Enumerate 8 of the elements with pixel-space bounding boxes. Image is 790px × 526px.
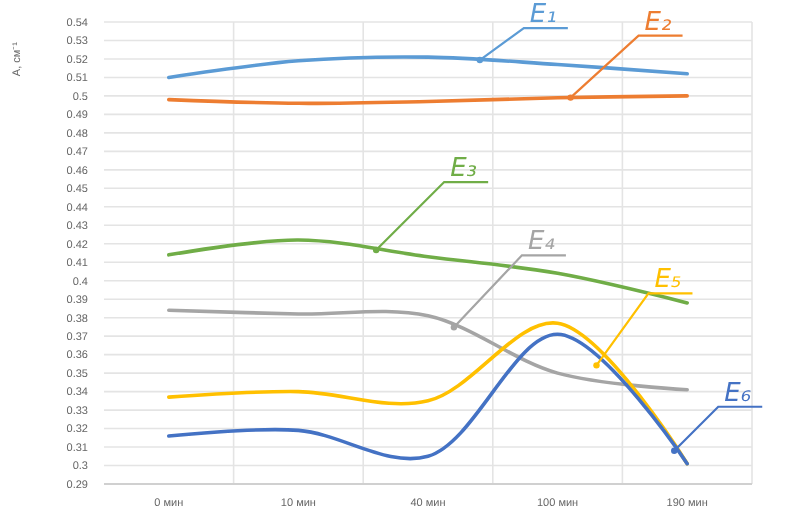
series-label: E₁ [529, 0, 557, 31]
line-series [167, 308, 689, 392]
text: E₆ [724, 378, 752, 409]
text: E₄ [527, 227, 557, 258]
text: E₃ [450, 154, 478, 185]
text: E₅ [654, 265, 682, 296]
line-series [167, 55, 689, 80]
text: E₂ [644, 7, 672, 38]
